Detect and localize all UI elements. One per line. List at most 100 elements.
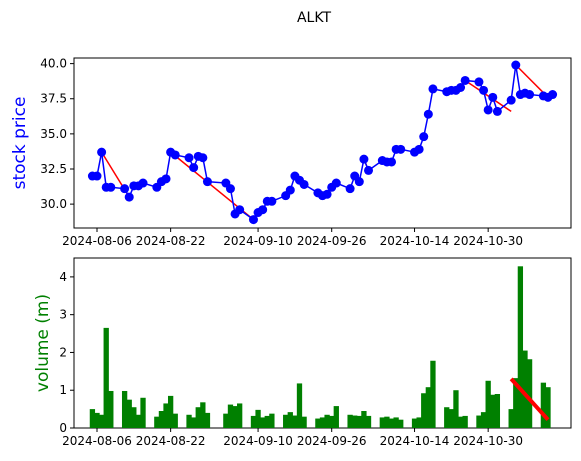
price-point [419,132,428,141]
volume-y-ticks: 01234 [59,270,74,435]
price-point [511,61,520,70]
volume-bar [541,383,546,428]
price-y-tick-label: 40.0 [40,57,67,71]
volume-bar [99,415,104,428]
volume-x-ticks: 2024-08-06 2024-08-22 2024-09-10 2024-09-26… [62,428,523,448]
volume-bar [458,417,463,428]
price-point [97,148,106,157]
volume-bar [223,414,228,428]
volume-bar [481,412,486,428]
volume-y-tick-label: 2 [59,345,67,359]
volume-bar [283,415,288,428]
volume-y-axis-label: volume (m) [33,294,53,392]
volume-bar [329,416,334,428]
volume-bar [90,409,95,428]
volume-bar [527,359,532,428]
price-y-ticks: 30.032.535.037.540.0 [40,57,74,211]
price-point [507,96,516,105]
price-point [139,179,148,188]
volume-bar [255,410,260,428]
price-point [120,184,129,193]
volume-x-tick-label: 2024-09-26 [297,434,367,448]
volume-bar [416,417,421,428]
price-y-tick-label: 30.0 [40,197,67,211]
price-x-tick-label: 2024-09-26 [297,234,367,248]
price-point [235,205,244,214]
volume-bar [357,416,362,428]
price-x-tick-label: 2024-10-14 [380,234,450,248]
volume-bar [490,395,495,428]
price-point [185,153,194,162]
volume-bar [260,417,265,428]
volume-bar [324,415,329,428]
volume-bar [292,416,297,428]
volume-bar [168,396,173,428]
volume-bar [389,419,394,428]
volume-bar [232,406,237,428]
price-point [396,145,405,154]
price-point [162,174,171,183]
price-y-axis-label: stock price [10,97,30,190]
volume-bar [200,402,205,428]
price-point [286,186,295,195]
price-point [198,153,207,162]
volume-bar [108,391,113,428]
price-point [424,110,433,119]
volume-bar [361,411,366,428]
volume-x-tick-label: 2024-10-30 [453,434,523,448]
volume-bar [163,403,168,428]
volume-bar [430,361,435,428]
volume-x-tick-label: 2024-10-14 [380,434,450,448]
volume-bar [94,413,99,428]
volume-bar [545,387,550,428]
volume-bar [127,400,132,428]
volume-bar [453,390,458,428]
price-point [479,86,488,95]
volume-bar [384,417,389,428]
volume-bar [196,407,201,428]
volume-bar [486,381,491,428]
volume-y-tick-label: 4 [59,270,67,284]
volume-bar [347,415,352,428]
price-point [226,184,235,193]
price-x-tick-label: 2024-10-30 [453,234,523,248]
volume-x-tick-label: 2024-08-06 [62,434,132,448]
price-x-tick-label: 2024-09-10 [223,234,293,248]
volume-bar [154,417,159,428]
price-point [125,193,134,202]
volume-bar [228,405,233,428]
volume-bar [320,417,325,428]
volume-x-tick-label: 2024-08-22 [136,434,206,448]
price-point [258,205,267,214]
price-point [267,197,276,206]
price-point [189,163,198,172]
volume-bar [334,406,339,428]
price-x-tick-label: 2024-08-22 [136,234,206,248]
price-point [332,179,341,188]
volume-bar [131,407,136,428]
price-point [355,177,364,186]
price-point [525,90,534,99]
volume-bar [380,417,385,428]
volume-bar [352,416,357,428]
price-point [493,107,502,116]
price-points [88,61,557,225]
volume-bar [398,420,403,428]
price-point [548,90,557,99]
volume-bar [186,415,191,428]
volume-bar [301,417,306,428]
volume-bar [509,409,514,428]
price-point [474,77,483,86]
volume-bar [104,328,109,428]
price-point [428,84,437,93]
volume-bar [412,419,417,428]
volume-bar [476,416,481,428]
volume-bar [426,387,431,428]
price-point [300,180,309,189]
price-point [203,177,212,186]
price-y-tick-label: 37.5 [40,92,67,106]
price-point [364,166,373,175]
volume-bars [90,266,551,428]
